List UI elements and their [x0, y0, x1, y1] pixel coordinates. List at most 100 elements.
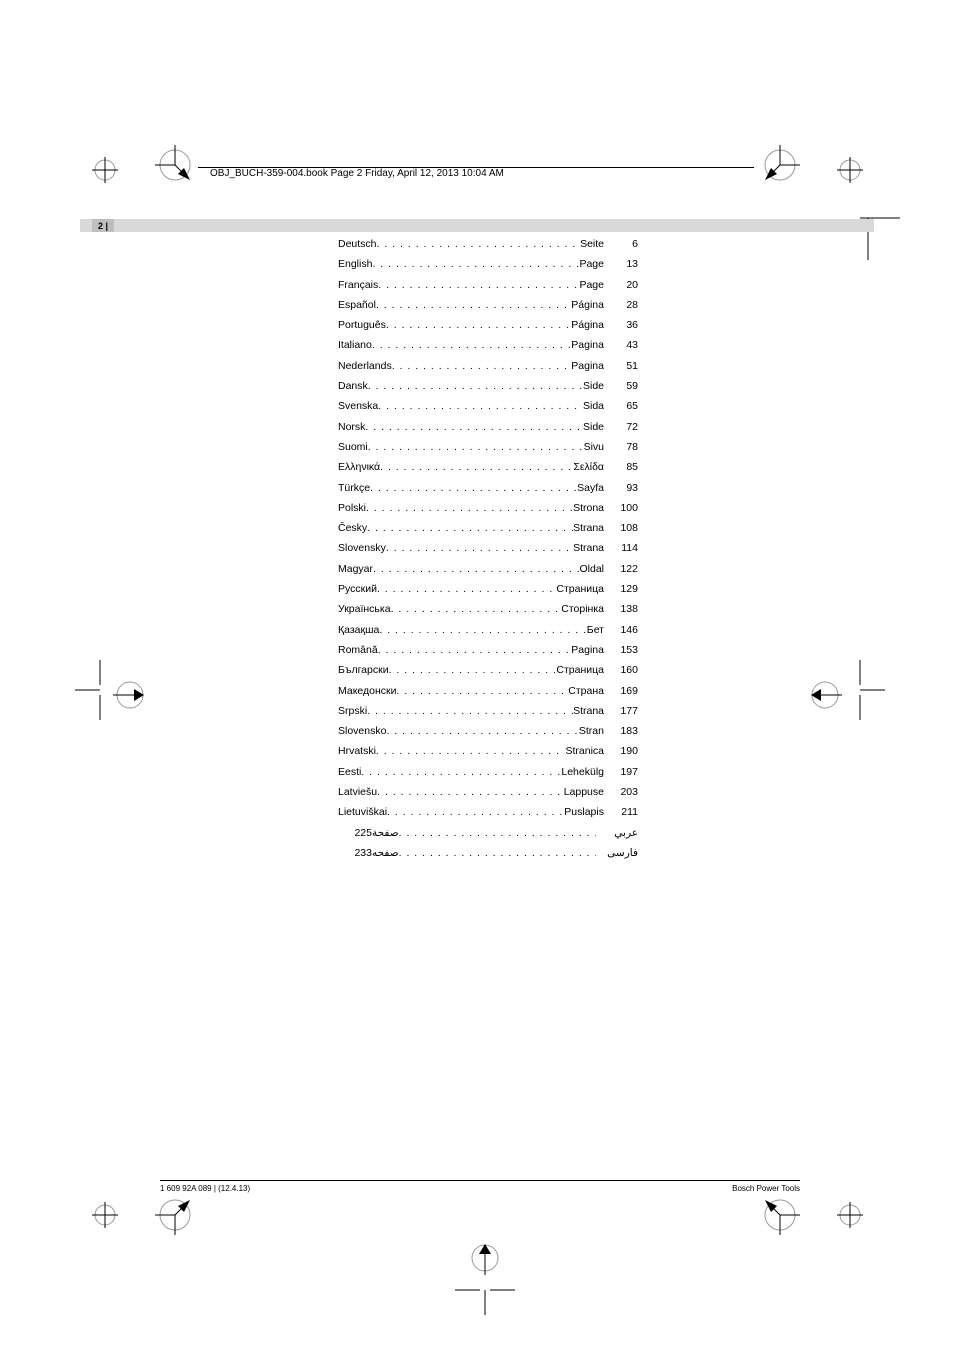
toc-row: Polski . . . . . . . . . . . . . . . . .…: [338, 502, 638, 522]
reg-mark-top-left: [90, 155, 120, 185]
toc-page-label: Strana: [573, 542, 604, 554]
toc-language: فارسى: [596, 847, 638, 859]
toc-dots: . . . . . . . . . . . . . . . . . . . . …: [366, 502, 573, 514]
toc-dots: . . . . . . . . . . . . . . . . . . . . …: [391, 603, 562, 615]
toc-language: Français: [338, 279, 378, 291]
toc-page-number: 169: [610, 685, 638, 697]
toc-language: Slovensko: [338, 725, 386, 737]
toc-dots: . . . . . . . . . . . . . . . . . . . . …: [379, 624, 586, 636]
toc-page-number: 43: [610, 339, 638, 351]
toc-row: Português . . . . . . . . . . . . . . . …: [338, 319, 638, 339]
toc-dots: . . . . . . . . . . . . . . . . . . . . …: [370, 482, 577, 494]
crop-arrow-bottom-mid: [465, 1238, 505, 1278]
toc-row: Türkçe. . . . . . . . . . . . . . . . . …: [338, 482, 638, 502]
toc-row: Eesti . . . . . . . . . . . . . . . . . …: [338, 766, 638, 786]
toc-dots: . . . . . . . . . . . . . . . . . . . . …: [392, 360, 572, 372]
reg-mark-bottom-right: [835, 1200, 865, 1230]
toc-language: Česky: [338, 522, 367, 534]
toc-page-number: 190: [610, 745, 638, 757]
toc-page-label: Page: [579, 258, 604, 270]
reg-mark-top-right: [835, 155, 865, 185]
toc-dots: . . . . . . . . . . . . . . . . . . . . …: [399, 827, 596, 839]
toc-page-number: 225: [344, 827, 372, 839]
toc-language: Italiano: [338, 339, 372, 351]
toc-dots: . . . . . . . . . . . . . . . . . . . . …: [377, 583, 556, 595]
toc-language: English: [338, 258, 372, 270]
toc-dots: . . . . . . . . . . . . . . . . . . . . …: [372, 339, 571, 351]
toc-language: Български: [338, 664, 389, 676]
toc-page-label: Pagina: [571, 644, 604, 656]
toc-page-number: 51: [610, 360, 638, 372]
toc-row: صفحة . . . . . . . . . . . . . . . . . .…: [338, 827, 638, 847]
toc-dots: . . . . . . . . . . . . . . . . . . . . …: [377, 238, 581, 250]
toc-page-number: 65: [610, 400, 638, 412]
crop-arrow-left-mid: [110, 675, 150, 715]
toc-language: Dansk: [338, 380, 368, 392]
toc-page-number: 13: [610, 258, 638, 270]
toc-page-number: 59: [610, 380, 638, 392]
toc-dots: . . . . . . . . . . . . . . . . . . . . …: [377, 786, 564, 798]
toc-page-number: 146: [610, 624, 638, 636]
toc-language: Ελληνικά: [338, 461, 380, 473]
toc-page-number: 153: [610, 644, 638, 656]
toc-page-number: 72: [610, 421, 638, 433]
toc-language: Hrvatski: [338, 745, 376, 757]
toc-dots: . . . . . . . . . . . . . . . . . . . . …: [386, 319, 571, 331]
footer-rule: [160, 1180, 800, 1181]
toc-page-number: 183: [610, 725, 638, 737]
toc-page-label: Stranica: [565, 745, 604, 757]
toc-language: Português: [338, 319, 386, 331]
toc-dots: . . . . . . . . . . . . . . . . . . . . …: [399, 847, 596, 859]
crop-line-left-mid: [70, 660, 110, 720]
toc-page-label: Lappuse: [564, 786, 604, 798]
toc-dots: . . . . . . . . . . . . . . . . . . . . …: [368, 380, 583, 392]
toc-row: Български . . . . . . . . . . . . . . . …: [338, 664, 638, 684]
toc-dots: . . . . . . . . . . . . . . . . . . . . …: [387, 806, 564, 818]
crop-line-right-mid: [850, 660, 890, 720]
toc-language: Norsk: [338, 421, 365, 433]
toc-row: Srpski . . . . . . . . . . . . . . . . .…: [338, 705, 638, 725]
crop-arrow-right-mid: [805, 675, 845, 715]
header-text: OBJ_BUCH-359-004.book Page 2 Friday, Apr…: [210, 168, 504, 179]
toc-dots: . . . . . . . . . . . . . . . . . . . . …: [376, 299, 571, 311]
toc-row: Slovensko . . . . . . . . . . . . . . . …: [338, 725, 638, 745]
toc-language: Lietuviškai: [338, 806, 387, 818]
toc-language: Қазақша: [338, 624, 379, 636]
toc-row: Dansk . . . . . . . . . . . . . . . . . …: [338, 380, 638, 400]
toc-page-number: 129: [610, 583, 638, 595]
toc-row: Қазақша . . . . . . . . . . . . . . . . …: [338, 624, 638, 644]
toc-page-label: Страница: [556, 664, 604, 676]
toc-page-label: Strona: [573, 502, 604, 514]
toc-page-number: 122: [610, 563, 638, 575]
toc-language: Українська: [338, 603, 391, 615]
toc-row: Italiano . . . . . . . . . . . . . . . .…: [338, 339, 638, 359]
toc-page-label: Бет: [587, 624, 604, 636]
toc-row: Česky . . . . . . . . . . . . . . . . . …: [338, 522, 638, 542]
toc-dots: . . . . . . . . . . . . . . . . . . . . …: [367, 705, 573, 717]
crop-arrow-top-left: [150, 140, 200, 190]
toc-row: Slovensky . . . . . . . . . . . . . . . …: [338, 542, 638, 562]
toc-row: Latviešu . . . . . . . . . . . . . . . .…: [338, 786, 638, 806]
toc-page-number: 78: [610, 441, 638, 453]
toc-row: Magyar . . . . . . . . . . . . . . . . .…: [338, 563, 638, 583]
toc-dots: . . . . . . . . . . . . . . . . . . . . …: [378, 644, 572, 656]
toc-row: Norsk. . . . . . . . . . . . . . . . . .…: [338, 421, 638, 441]
toc-dots: . . . . . . . . . . . . . . . . . . . . …: [367, 522, 573, 534]
toc-page-label: Stran: [579, 725, 604, 737]
toc-language: Polski: [338, 502, 366, 514]
toc-row: English . . . . . . . . . . . . . . . . …: [338, 258, 638, 278]
toc-page-number: 100: [610, 502, 638, 514]
toc-language: Español: [338, 299, 376, 311]
toc-row: Svenska . . . . . . . . . . . . . . . . …: [338, 400, 638, 420]
toc-language: Eesti: [338, 766, 361, 778]
reg-mark-bottom-left: [90, 1200, 120, 1230]
toc-page-label: Σελίδα: [573, 461, 604, 473]
toc-dots: . . . . . . . . . . . . . . . . . . . . …: [397, 685, 569, 697]
toc-language: Svenska: [338, 400, 378, 412]
toc-page-label: Страна: [568, 685, 604, 697]
toc-language: Srpski: [338, 705, 367, 717]
toc-page-number: 36: [610, 319, 638, 331]
toc-language: Македонски: [338, 685, 397, 697]
toc-row: Français . . . . . . . . . . . . . . . .…: [338, 279, 638, 299]
toc-language: Magyar: [338, 563, 373, 575]
